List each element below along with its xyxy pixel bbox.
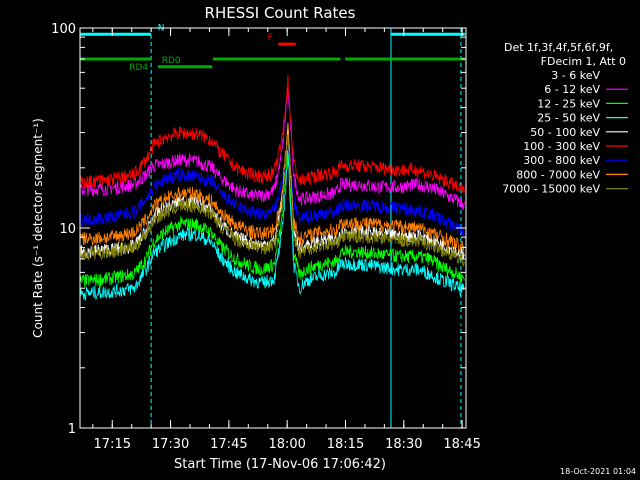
x-axis-label: Start Time (17-Nov-06 17:06:42): [174, 457, 386, 472]
legend: Det 1f,3f,4f,5f,6f,9f,FDecim 1, Att 03 -…: [502, 41, 628, 196]
x-tick-label: 18:00: [268, 437, 305, 452]
y-tick-label: 1: [68, 422, 76, 437]
legend-label-100-300-kev: 100 - 300 keV: [523, 140, 600, 153]
state-bar-label-f: F: [268, 33, 273, 43]
legend-label-300-800-kev: 300 - 800 keV: [523, 154, 600, 167]
y-axis-ticks: 1 10 100: [51, 22, 466, 437]
chart-title: RHESSI Count Rates: [205, 4, 356, 22]
series-line-100-300-kev: [79, 74, 465, 195]
series-line-12-25-kev: [79, 143, 465, 289]
series-line-300-800-kev: [79, 144, 465, 237]
y-tick-label: 100: [51, 22, 76, 37]
x-tick-label: 17:45: [210, 437, 247, 452]
x-axis-ticks: 17:15 17:30 17:45 18:00 18:15 18:30 18:45: [92, 28, 481, 452]
legend-label-12-25-kev: 12 - 25 keV: [537, 97, 600, 110]
timestamp: 18-Oct-2021 01:04: [560, 467, 636, 476]
x-tick-label: 18:15: [327, 437, 364, 452]
legend-header-line-2: FDecim 1, Att 0: [541, 55, 626, 68]
series-line-25-50-kev: [79, 150, 465, 302]
legend-label-800-7000-kev: 800 - 7000 keV: [516, 168, 600, 181]
legend-label-50-100-kev: 50 - 100 keV: [530, 126, 600, 139]
series-line-800-7000-kev: [79, 123, 465, 255]
legend-label-6-12-kev: 6 - 12 keV: [544, 83, 600, 96]
legend-label-25-50-kev: 25 - 50 keV: [537, 112, 600, 125]
series-line-7000-15000-kev: [79, 133, 465, 267]
x-tick-label: 17:15: [94, 437, 131, 452]
x-tick-label: 18:30: [385, 437, 422, 452]
series-lines: [79, 74, 465, 327]
legend-label-7000-15000-kev: 7000 - 15000 keV: [502, 183, 600, 196]
legend-label-3-6-kev: 3 - 6 keV: [551, 69, 600, 82]
y-axis-label: Count Rate (s⁻¹ detector segment⁻¹): [31, 118, 45, 338]
legend-header-line-1: Det 1f,3f,4f,5f,6f,9f,: [504, 41, 613, 54]
y-tick-label: 10: [59, 222, 76, 237]
x-tick-label: 17:30: [152, 437, 189, 452]
state-bar-label-rd0: RD0: [162, 56, 181, 66]
x-tick-label: 18:45: [443, 437, 480, 452]
state-bar-label-rd4: RD4: [129, 63, 148, 73]
series-line-6-12-kev: [79, 87, 465, 211]
series-line-3-6-kev: [79, 168, 465, 327]
